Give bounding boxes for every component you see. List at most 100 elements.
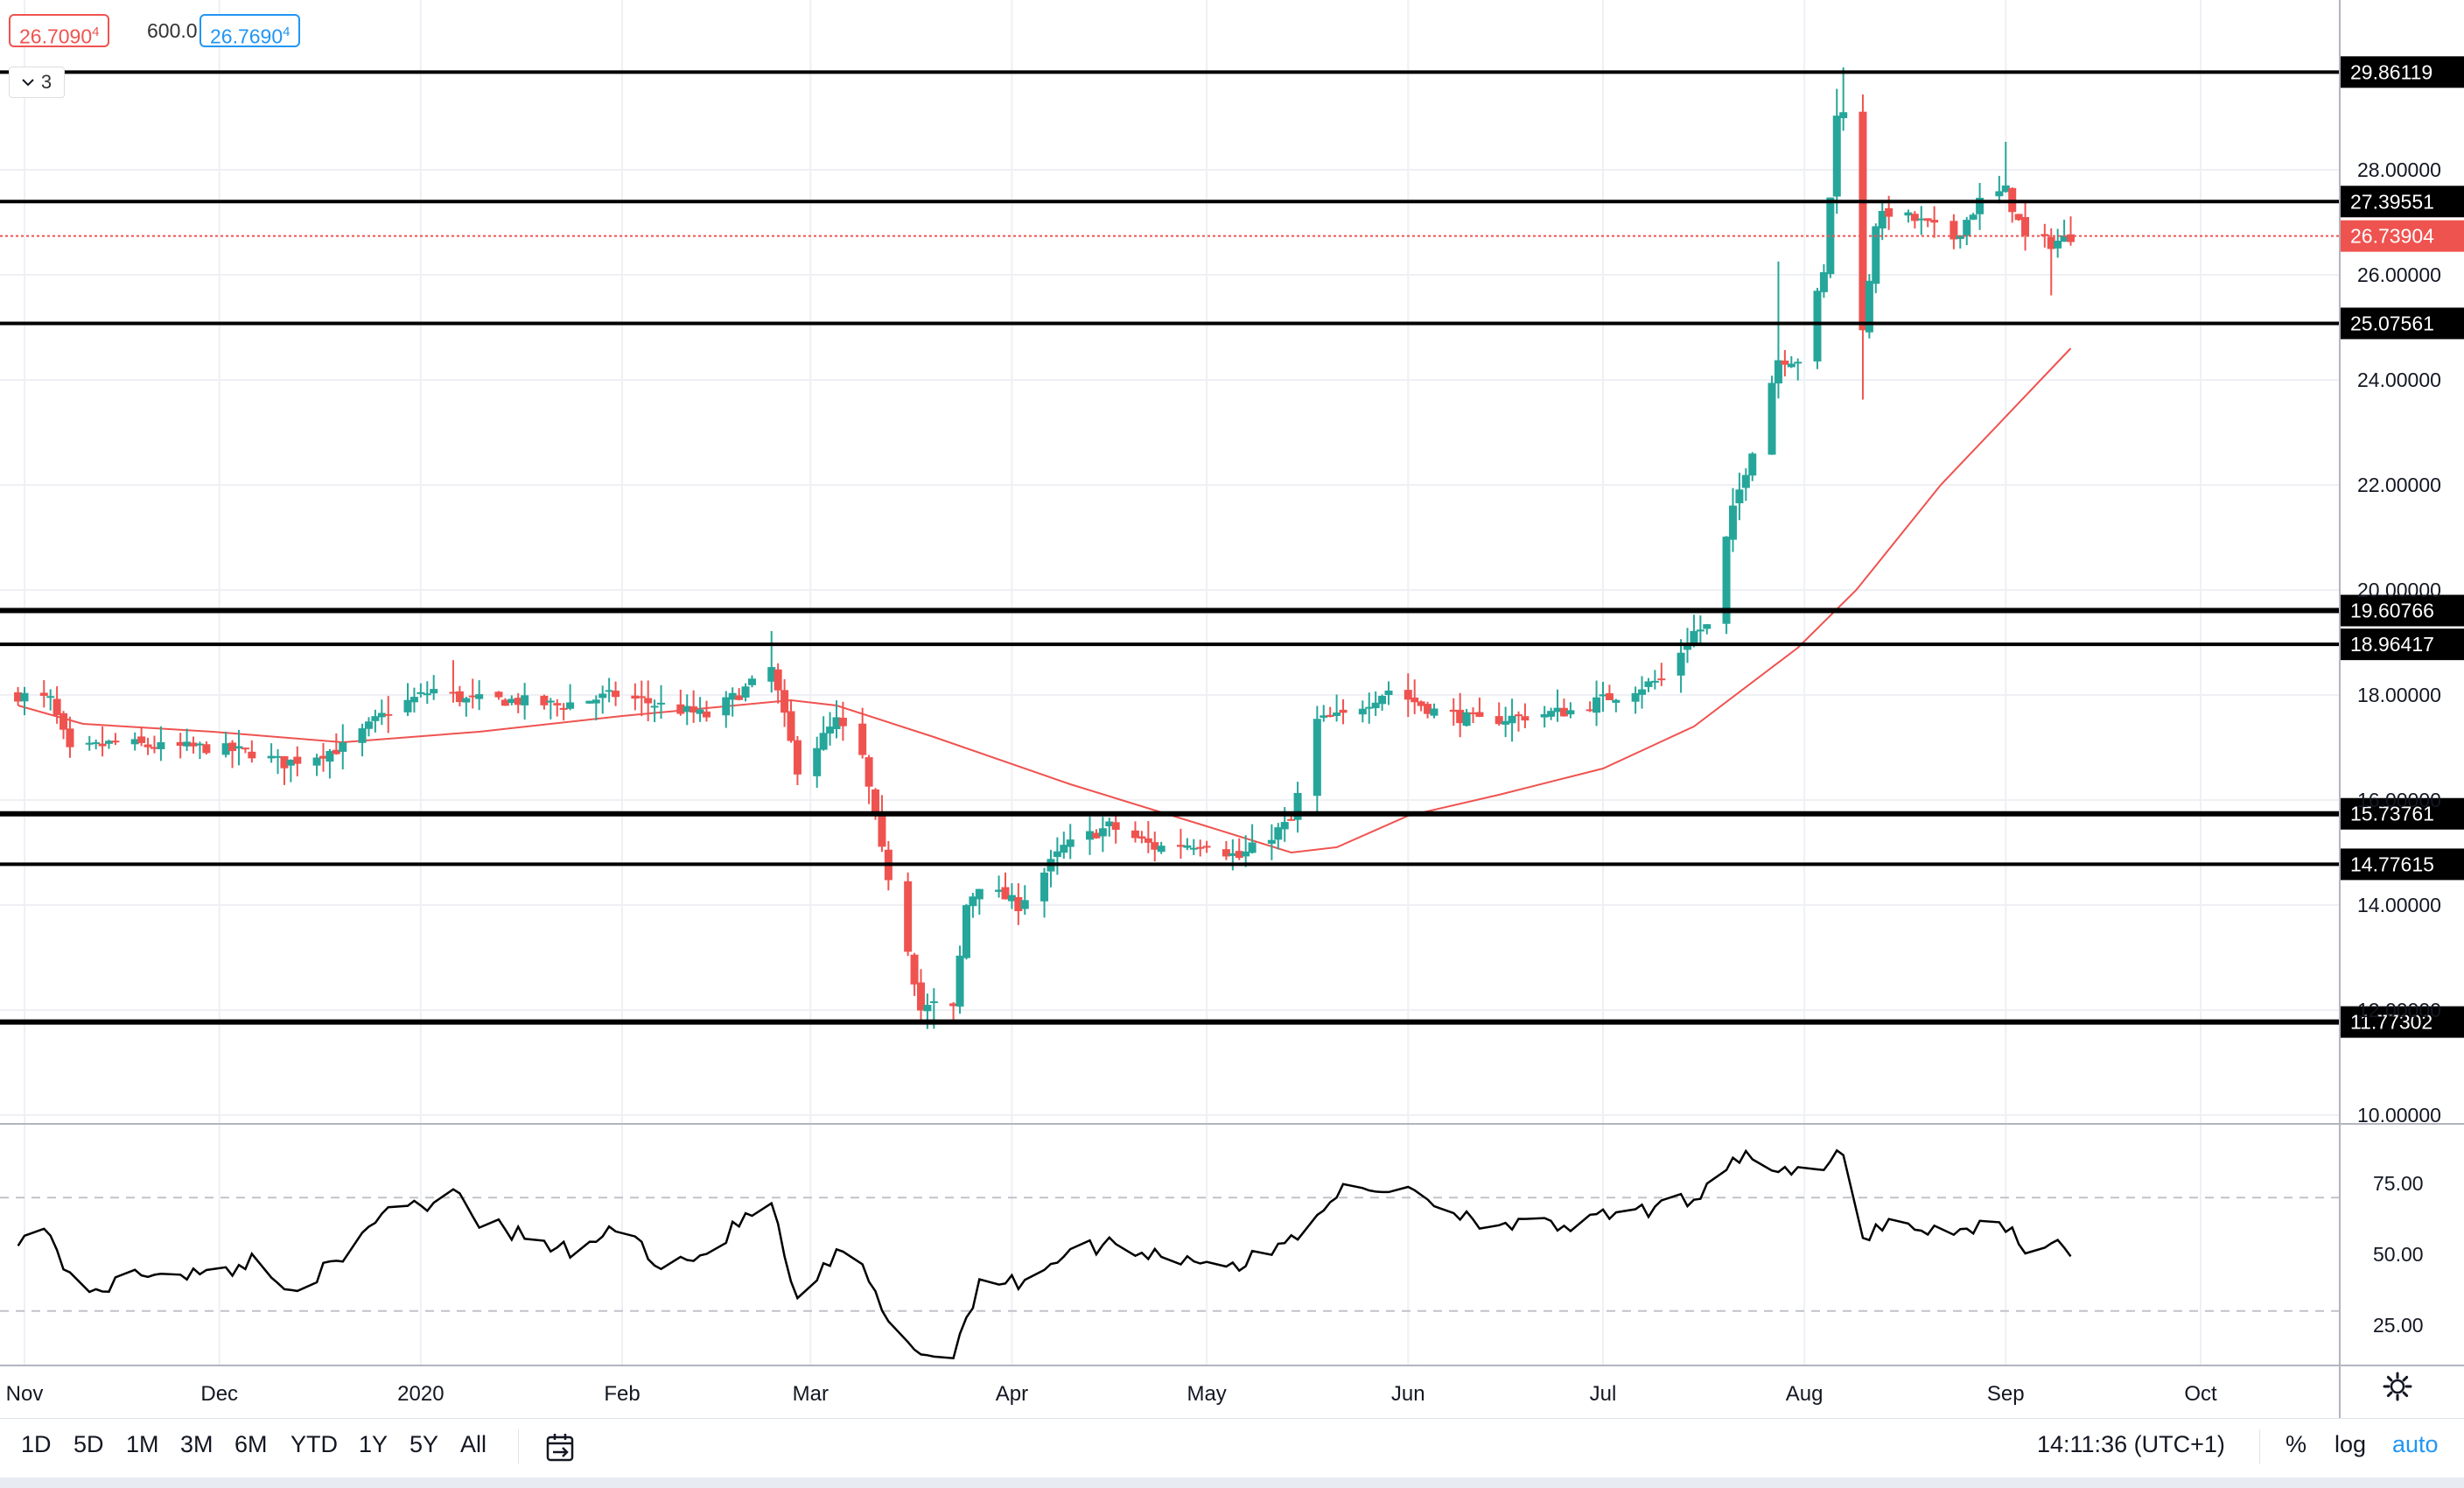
candle-body <box>1566 710 1575 715</box>
candle-body <box>494 691 503 698</box>
candle-body <box>1138 836 1146 839</box>
timeframe-all[interactable]: All <box>460 1431 487 1457</box>
rsi-axis-tick: 50.00 <box>2373 1243 2424 1266</box>
log-toggle[interactable]: log <box>2334 1431 2367 1457</box>
price-chart[interactable]: 29.86119 27.39551 25.07561 19.60766 18.96417… <box>0 0 2464 1418</box>
gear-icon[interactable] <box>2380 1369 2415 1404</box>
window-bottom-strip <box>0 1477 2464 1488</box>
candle-down <box>14 686 23 705</box>
candle-down <box>66 716 74 758</box>
candle-body <box>241 748 249 750</box>
candle-body <box>1092 832 1101 839</box>
level-label: 15.73761 <box>2350 803 2434 825</box>
candle-body <box>1904 212 1913 216</box>
candle-up <box>1274 823 1283 850</box>
candle-body <box>312 757 321 766</box>
candle-down <box>1494 702 1503 726</box>
close-price-superscript: 4 <box>283 25 290 39</box>
candle-body <box>1228 853 1237 856</box>
candle-down <box>1092 829 1101 839</box>
candle-up <box>2001 142 2010 193</box>
candle-up <box>696 697 704 722</box>
candle-body <box>1274 827 1283 840</box>
time-axis-label: Sep <box>1987 1382 2025 1406</box>
candle-up <box>1157 841 1166 854</box>
candle-up <box>995 875 1004 898</box>
candle-up <box>1703 624 1712 635</box>
candle-down <box>176 733 185 759</box>
timeframe-1d[interactable]: 1D <box>21 1431 52 1457</box>
candle-body <box>1378 696 1387 705</box>
candle-down <box>1950 214 1958 249</box>
auto-toggle[interactable]: auto <box>2392 1431 2439 1457</box>
candle-up <box>1502 706 1510 738</box>
timeframe-ytd[interactable]: YTD <box>290 1431 338 1457</box>
candle-up <box>1631 686 1640 714</box>
candle-body <box>1995 191 2004 197</box>
candle-up <box>1248 824 1256 854</box>
candle-body <box>1417 701 1425 706</box>
timeframe-1m[interactable]: 1M <box>126 1431 159 1457</box>
candle-up <box>221 731 230 758</box>
level-label: 19.60766 <box>2350 600 2434 622</box>
candle-up <box>1384 681 1393 705</box>
candle-body <box>1502 720 1510 725</box>
candle-body <box>735 695 744 700</box>
price-axis-tick: 24.00000 <box>2357 368 2441 391</box>
candle-up <box>650 699 659 723</box>
candle-body <box>1690 630 1698 644</box>
candle-body <box>384 713 393 716</box>
candle-body <box>1494 716 1503 725</box>
candle-up <box>826 712 835 746</box>
candle-down <box>514 693 522 713</box>
candle-down <box>858 707 867 759</box>
candle-body <box>592 699 600 704</box>
indicators-collapse-button[interactable]: 3 <box>9 67 65 98</box>
candle-down <box>1404 673 1412 718</box>
candle-down <box>1910 211 1919 228</box>
candle-body <box>1741 474 1750 488</box>
close-price-box: 26.76904 <box>200 14 301 48</box>
candle-body <box>39 692 48 696</box>
candle-body <box>475 694 484 699</box>
candle-up <box>1638 676 1647 709</box>
candle-body <box>1430 708 1438 716</box>
candle-body <box>1333 712 1341 716</box>
candle-body <box>1371 702 1380 709</box>
candle-down <box>2021 200 2030 251</box>
date-range-icon[interactable] <box>544 1431 578 1464</box>
candle-body <box>1521 716 1530 721</box>
candle-down <box>332 733 340 755</box>
timeframe-1y[interactable]: 1Y <box>359 1431 388 1457</box>
percent-toggle[interactable]: % <box>2286 1431 2307 1457</box>
candle-up <box>1020 885 1029 916</box>
candle-down <box>1138 831 1146 844</box>
candle-body <box>747 678 756 685</box>
candle-down <box>949 1001 958 1020</box>
timeframe-5y[interactable]: 5Y <box>410 1431 439 1457</box>
candle-body <box>995 889 1004 892</box>
candle-up <box>1007 883 1016 909</box>
candle-body <box>1293 792 1302 820</box>
timeframe-6m[interactable]: 6M <box>234 1431 268 1457</box>
candle-up <box>1508 698 1516 742</box>
timeframe-3m[interactable]: 3M <box>180 1431 214 1457</box>
candle-body <box>1202 846 1211 848</box>
candle-body <box>1384 691 1393 696</box>
candle-body <box>1696 629 1704 632</box>
candle-down <box>904 872 913 957</box>
timeframe-5d[interactable]: 5D <box>74 1431 104 1457</box>
time-axis-label: Jul <box>1590 1382 1617 1406</box>
candle-body <box>612 691 620 698</box>
candle-body <box>923 1004 932 1012</box>
open-price-box: 26.70904 <box>9 14 110 48</box>
price-axis-tick: 18.00000 <box>2357 684 2441 706</box>
candle-body <box>60 712 68 730</box>
candle-body <box>644 698 653 704</box>
candle-up <box>1956 235 1964 249</box>
candle-body <box>1553 707 1562 712</box>
candle-body <box>1424 704 1432 714</box>
candle-body <box>872 789 880 816</box>
candle-down <box>612 681 620 706</box>
candle-body <box>468 695 477 698</box>
